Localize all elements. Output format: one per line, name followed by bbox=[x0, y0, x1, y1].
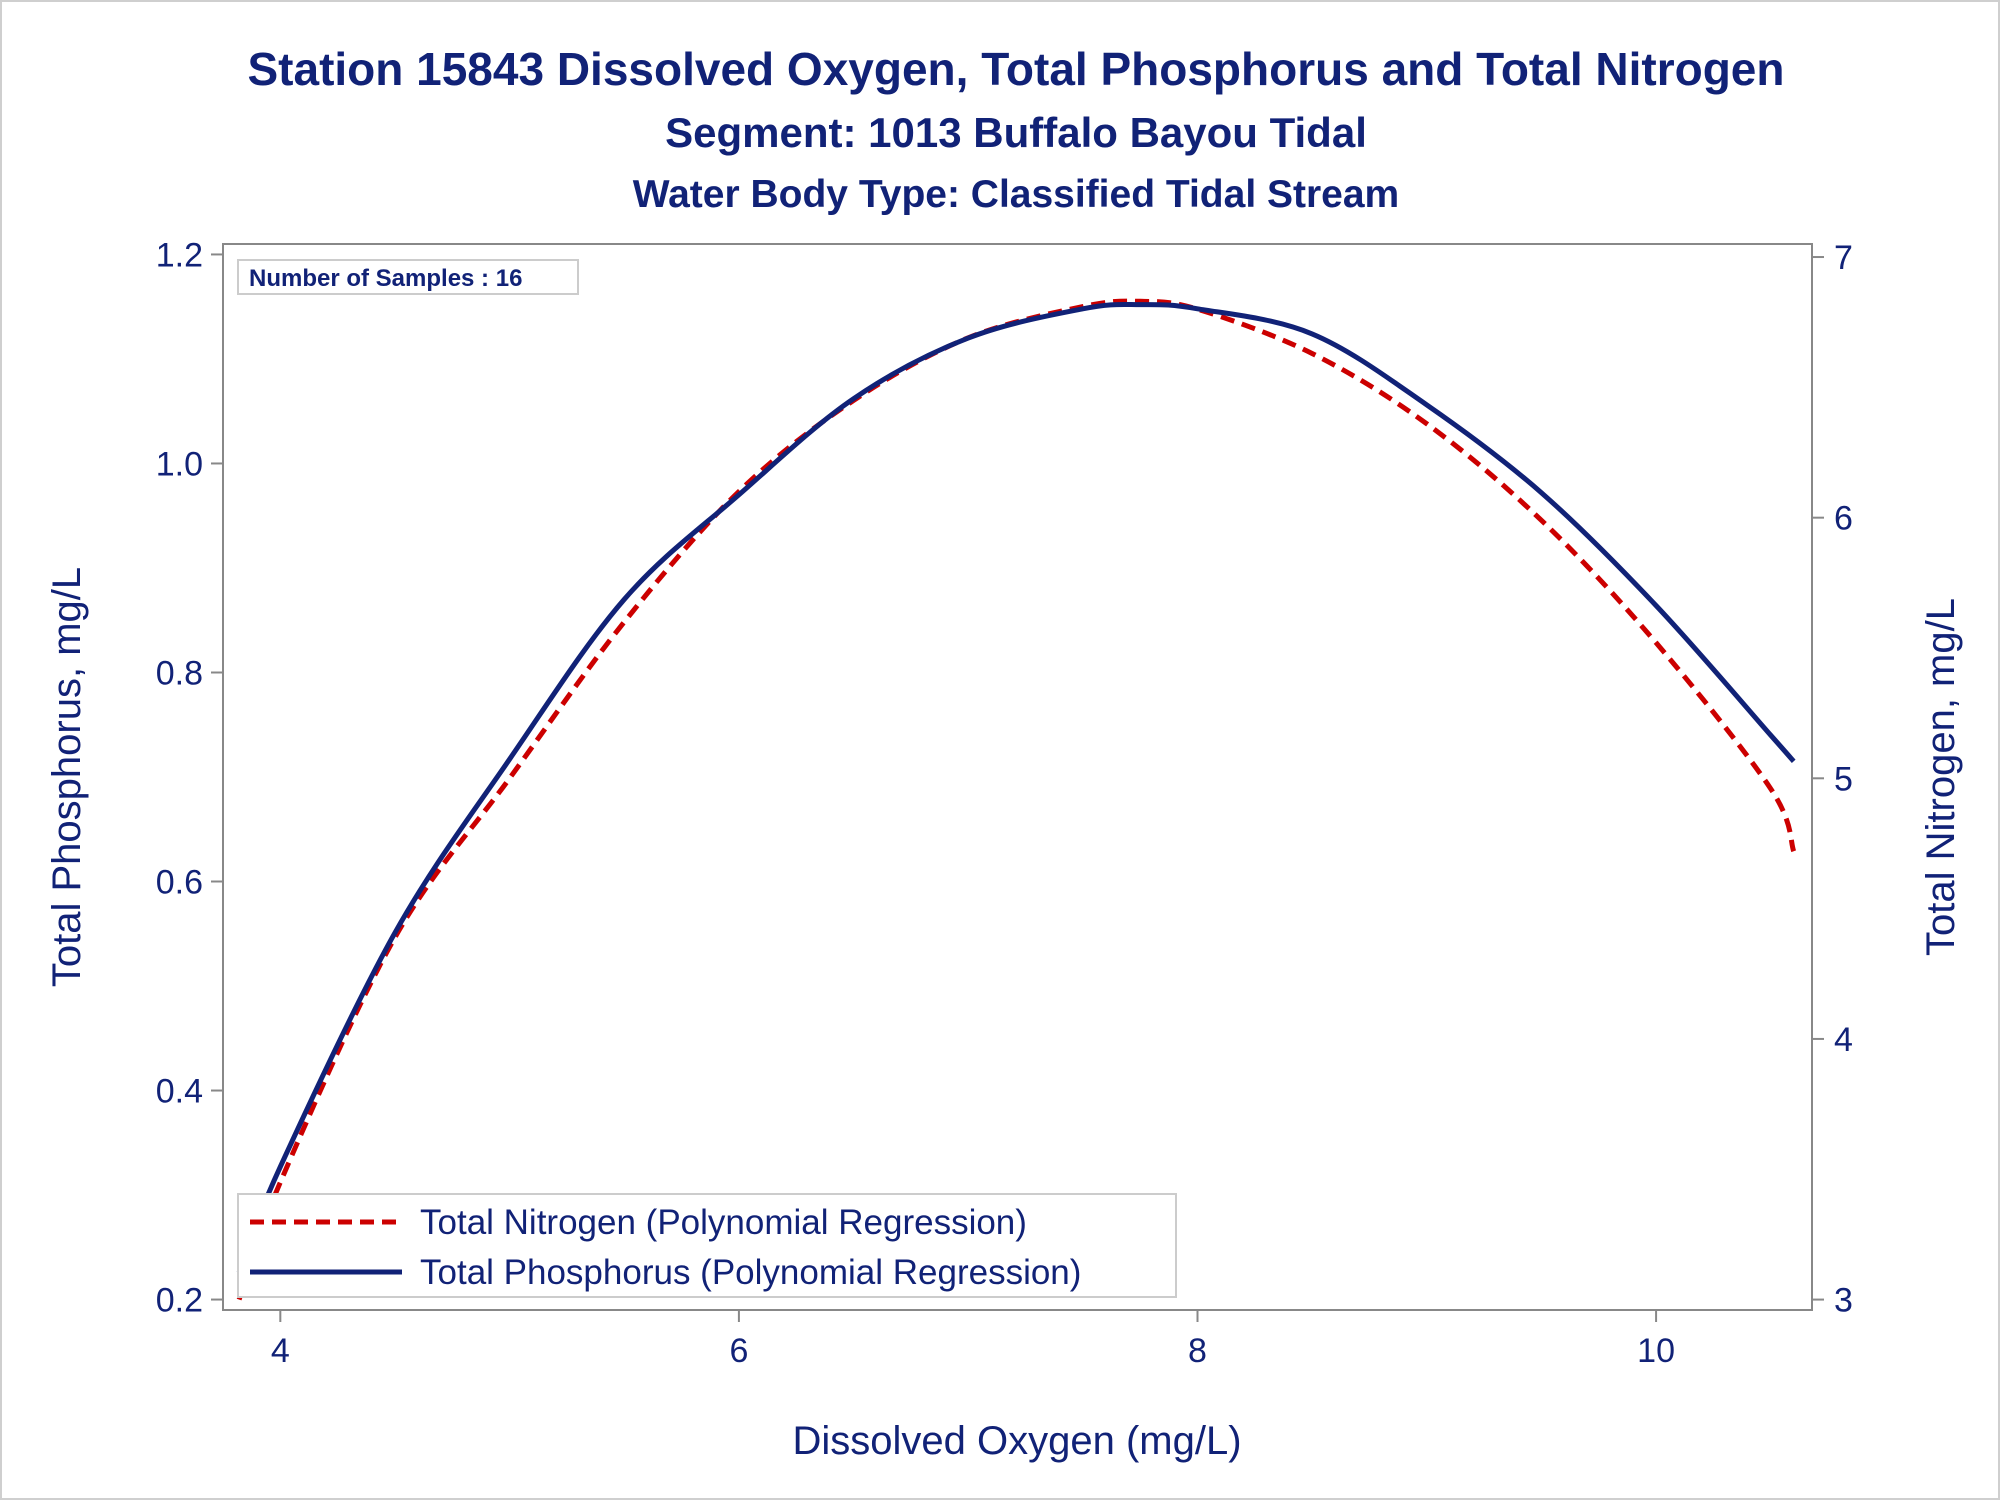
x-tick-label: 10 bbox=[1637, 1332, 1675, 1370]
sample-count-text: Number of Samples : 16 bbox=[249, 265, 522, 292]
x-tick-label: 8 bbox=[1188, 1332, 1207, 1370]
y-left-tick-label: 0.8 bbox=[156, 654, 203, 692]
x-tick-label: 4 bbox=[271, 1332, 290, 1370]
y-left-axis-label: Total Phosphorus, mg/L bbox=[45, 567, 89, 987]
sample-count-box: Number of Samples : 16 bbox=[237, 259, 579, 295]
chart-title: Station 15843 Dissolved Oxygen, Total Ph… bbox=[247, 43, 1784, 95]
y-right-tick-label: 7 bbox=[1834, 239, 1853, 277]
series-line-total-phosphorus bbox=[236, 301, 1796, 1274]
legend-frame bbox=[237, 1193, 1177, 1298]
y-right-axis-label: Total Nitrogen, mg/L bbox=[1919, 598, 1963, 956]
y-right-tick-label: 3 bbox=[1834, 1282, 1853, 1320]
series-line-total-nitrogen bbox=[236, 298, 1797, 1301]
y-left-tick-label: 1.0 bbox=[156, 445, 203, 483]
legend: Total Nitrogen (Polynomial Regression) T… bbox=[237, 1193, 1177, 1298]
x-tick-label: 6 bbox=[729, 1332, 748, 1370]
y-left-tick-label: 1.2 bbox=[156, 236, 203, 274]
y-right-tick-label: 4 bbox=[1834, 1021, 1853, 1059]
x-axis-ticks: 4 6 8 10 bbox=[271, 1310, 1675, 1370]
y-left-tick-label: 0.4 bbox=[156, 1073, 203, 1111]
plot-area bbox=[222, 243, 1813, 1311]
legend-label-nitrogen: Total Nitrogen (Polynomial Regression) bbox=[420, 1203, 1027, 1242]
sample-count-frame bbox=[237, 259, 579, 295]
chart-subtitle-2: Water Body Type: Classified Tidal Stream bbox=[633, 173, 1399, 216]
y-left-axis-ticks: 0.2 0.4 0.6 0.8 1.0 1.2 bbox=[156, 236, 223, 1320]
x-axis-label: Dissolved Oxygen (mg/L) bbox=[792, 1419, 1241, 1463]
series-layer bbox=[236, 298, 1797, 1301]
chart-subtitle: Segment: 1013 Buffalo Bayou Tidal bbox=[665, 109, 1367, 156]
y-left-tick-label: 0.6 bbox=[156, 864, 203, 902]
y-left-tick-label: 0.2 bbox=[156, 1282, 203, 1320]
legend-label-phosphorus: Total Phosphorus (Polynomial Regression) bbox=[420, 1253, 1081, 1292]
y-right-axis-ticks: 3 4 5 6 7 bbox=[1812, 239, 1853, 1320]
y-right-tick-label: 5 bbox=[1834, 760, 1853, 798]
y-right-tick-label: 6 bbox=[1834, 500, 1853, 538]
